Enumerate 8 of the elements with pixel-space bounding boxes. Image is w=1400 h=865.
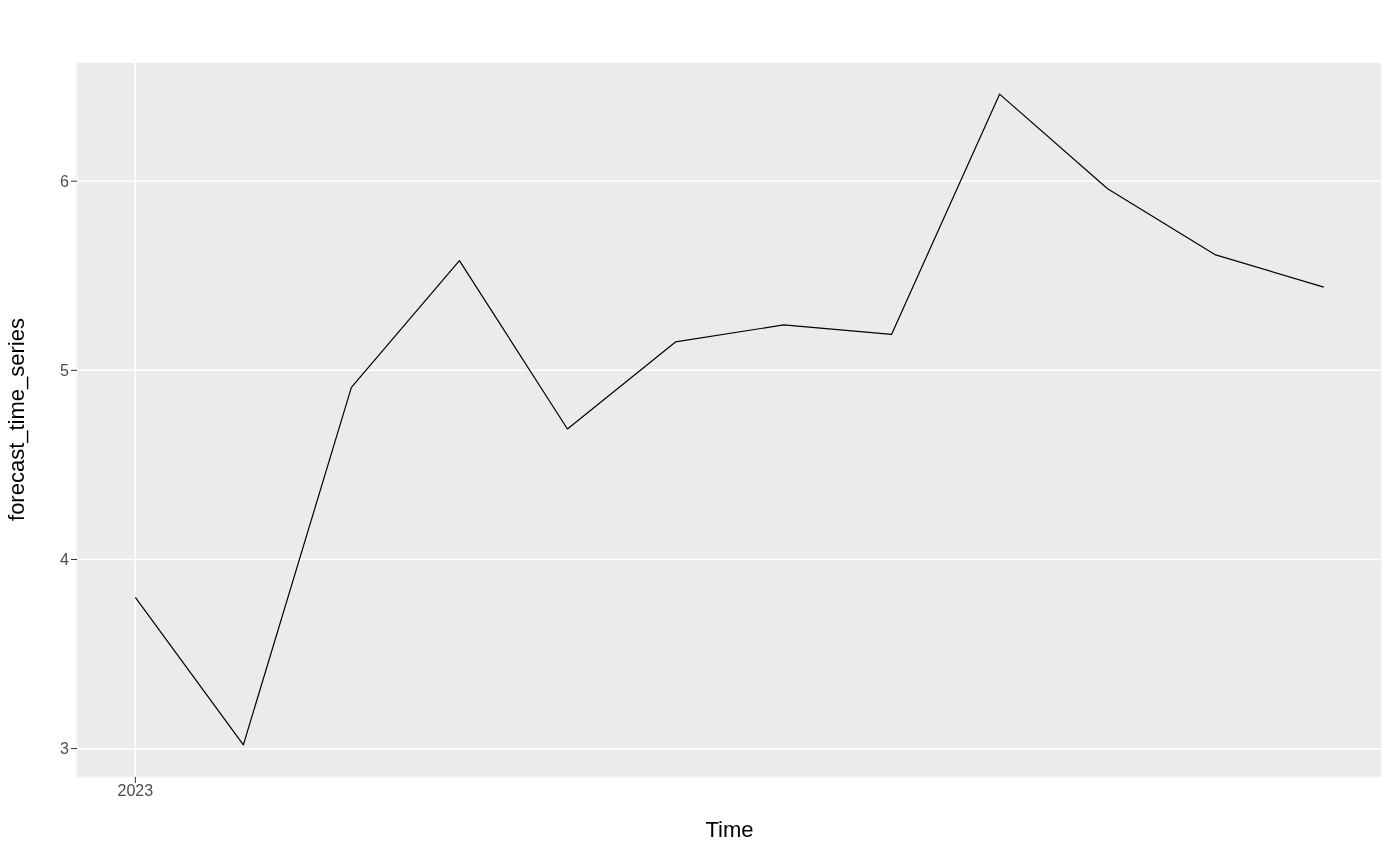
y-tick-label: 5	[60, 362, 70, 379]
x-axis-title: Time	[705, 817, 754, 842]
y-tick-label: 6	[60, 172, 70, 190]
y-axis-title: forecast_time_series	[3, 318, 29, 521]
x-tick-label: 2023	[117, 782, 154, 800]
y-tick-label: 3	[60, 740, 70, 758]
y-tick-label: 4	[60, 551, 70, 569]
line-series	[134, 93, 1325, 746]
